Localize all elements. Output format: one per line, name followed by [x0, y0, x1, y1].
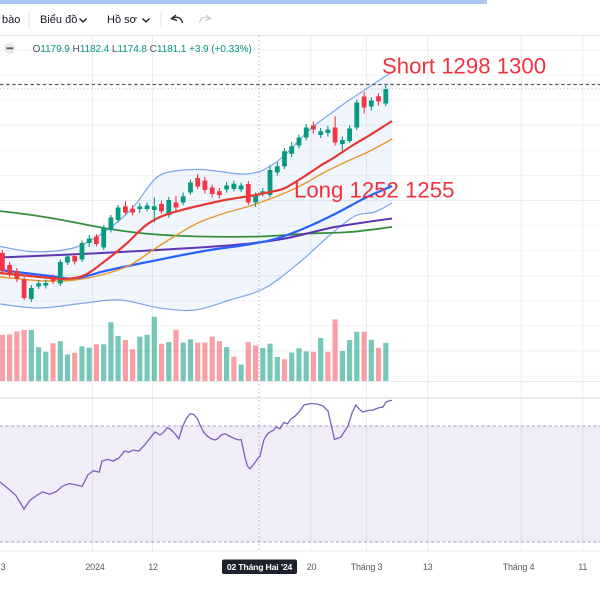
svg-text:20: 20	[307, 562, 317, 572]
svg-text:Tháng 3: Tháng 3	[351, 562, 383, 572]
svg-text:Short 1298 1300: Short 1298 1300	[382, 54, 546, 79]
svg-text:Long 1252 1255: Long 1252 1255	[294, 178, 454, 203]
svg-text:13: 13	[423, 562, 433, 572]
svg-text:3: 3	[1, 562, 6, 572]
svg-text:Tháng 4: Tháng 4	[503, 562, 535, 572]
svg-text:Hồ sơ: Hồ sơ	[107, 14, 137, 26]
svg-text:O1179.9 H1182.4 L1174.8 C1181.: O1179.9 H1182.4 L1174.8 C1181.1 +3.9 (+0…	[33, 44, 252, 55]
svg-text:12: 12	[148, 562, 158, 572]
svg-text:Biểu đồ: Biểu đồ	[40, 14, 77, 26]
svg-text:2024: 2024	[85, 562, 104, 572]
svg-text:11: 11	[578, 562, 587, 572]
svg-text:02 Tháng Hai ’24: 02 Tháng Hai ’24	[227, 562, 293, 572]
svg-text:bào: bào	[2, 14, 20, 26]
